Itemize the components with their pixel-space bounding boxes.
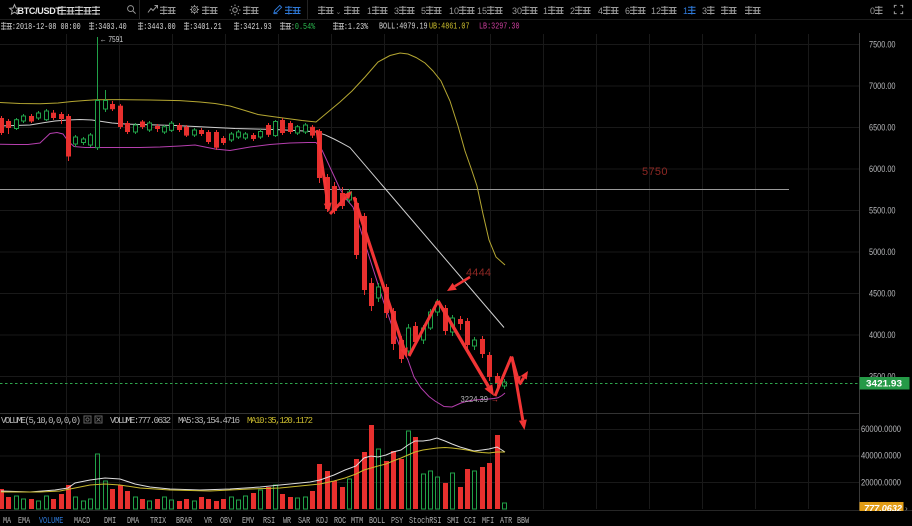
- svg-text:5750: 5750: [642, 166, 668, 178]
- svg-text:← 7591: ← 7591: [100, 34, 123, 44]
- svg-text:3224.39: 3224.39: [461, 394, 489, 404]
- svg-text:MA5:33,154.4716: MA5:33,154.4716: [178, 416, 240, 426]
- svg-text:4000.00: 4000.00: [869, 330, 896, 340]
- svg-text:7500.00: 7500.00: [869, 40, 896, 50]
- svg-text:3421.93: 3421.93: [866, 379, 902, 389]
- svg-text:6500.00: 6500.00: [869, 123, 896, 133]
- svg-text:4500.00: 4500.00: [869, 289, 896, 299]
- svg-text:VOLUME:777.0632: VOLUME:777.0632: [110, 416, 171, 426]
- svg-text:→: →: [491, 395, 499, 404]
- svg-text:VOLUME(5,10,0,0,0,0): VOLUME(5,10,0,0,0,0): [1, 416, 81, 426]
- svg-text:6000.00: 6000.00: [869, 164, 896, 174]
- svg-text:60000.0000: 60000.0000: [861, 424, 901, 434]
- svg-text:›: ›: [905, 504, 908, 513]
- svg-text:777.0632: 777.0632: [864, 504, 902, 514]
- svg-text:5500.00: 5500.00: [869, 206, 896, 216]
- svg-text:7000.00: 7000.00: [869, 81, 896, 91]
- svg-text:5000.00: 5000.00: [869, 247, 896, 257]
- svg-text:MA10:35,120.1172: MA10:35,120.1172: [247, 416, 313, 426]
- svg-text:4444: 4444: [466, 267, 491, 279]
- svg-text:20000.0000: 20000.0000: [861, 477, 901, 487]
- svg-text:40000.0000: 40000.0000: [861, 451, 901, 461]
- svg-text:3500.00: 3500.00: [869, 372, 896, 382]
